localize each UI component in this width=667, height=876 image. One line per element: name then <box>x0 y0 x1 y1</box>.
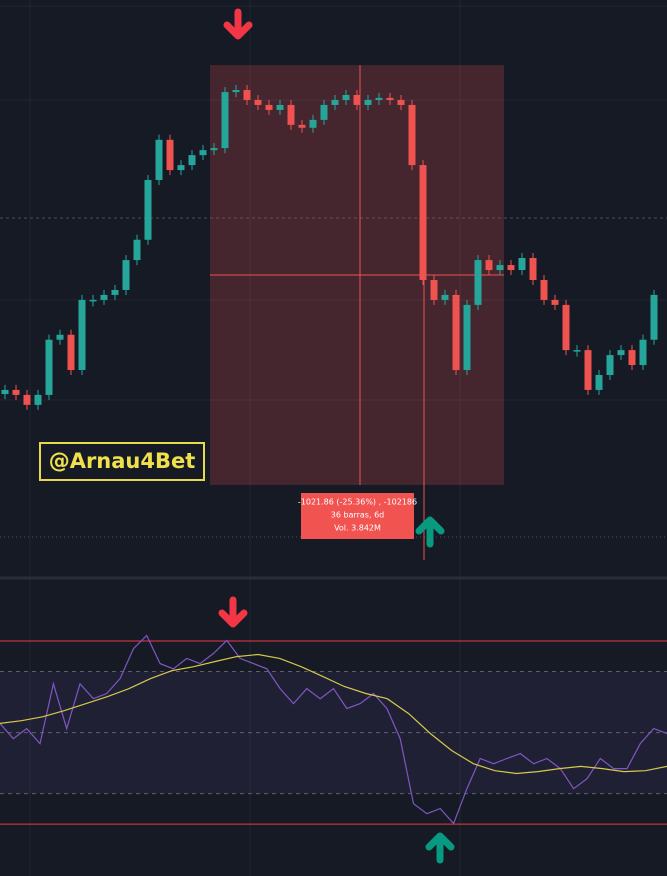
candle-body <box>551 299 559 305</box>
candle-body <box>287 104 295 125</box>
candle-body <box>639 339 647 366</box>
candle-body <box>474 260 482 305</box>
signal-arrow <box>425 832 455 864</box>
measure-label: 36 barras, 6d <box>331 511 384 520</box>
candle-body <box>199 150 207 156</box>
candle-body <box>12 389 20 395</box>
candle-body <box>232 90 240 93</box>
candle-body <box>111 289 119 295</box>
signal-arrow <box>223 8 253 40</box>
candle-body <box>23 394 31 405</box>
signal-arrow <box>415 516 445 548</box>
candle-body <box>507 265 515 271</box>
candle-body <box>364 99 372 105</box>
candle-body <box>276 104 284 110</box>
candle-body <box>177 165 185 171</box>
candle-body <box>430 280 438 300</box>
candle-body <box>386 97 394 100</box>
signal-arrow <box>218 596 248 628</box>
candle-body <box>419 165 427 280</box>
candle-body <box>243 90 251 100</box>
candle-body <box>408 104 416 166</box>
candle-body <box>397 99 405 105</box>
indicator-line <box>0 634 667 825</box>
candle-body <box>595 374 603 390</box>
candle-body <box>320 104 328 120</box>
candle-body <box>441 294 449 300</box>
candle-body <box>353 94 361 105</box>
candle-body <box>342 94 350 100</box>
candle-body <box>518 258 526 271</box>
indicator-line <box>0 653 667 775</box>
candle-body <box>133 239 141 261</box>
candle-body <box>331 99 339 105</box>
candle-body <box>562 304 570 351</box>
candle-body <box>144 180 152 240</box>
watermark-box <box>39 442 205 481</box>
candle-body <box>34 394 42 405</box>
candle-body <box>67 334 75 371</box>
candle-body <box>221 92 229 149</box>
candle-body <box>375 97 383 100</box>
candle-body <box>584 350 592 390</box>
candle-body <box>540 280 548 300</box>
candle-body <box>617 350 625 356</box>
candle-body <box>463 304 471 371</box>
candle-body <box>210 148 218 151</box>
rsi-background <box>0 671 667 794</box>
measure-label: -1021.86 (-25.36%) , -102186 <box>298 498 417 507</box>
watermark: @Arnau4Bet <box>49 449 196 473</box>
candle-body <box>78 299 86 371</box>
candle-body <box>298 124 306 128</box>
candle-body <box>122 260 130 290</box>
candle-body <box>155 139 163 181</box>
candle-body <box>606 355 614 375</box>
candle-body <box>485 260 493 271</box>
candle-body <box>650 294 658 340</box>
candle-body <box>496 265 504 271</box>
candle-body <box>309 119 317 128</box>
candle-body <box>573 350 581 352</box>
candle-body <box>529 258 537 280</box>
candle-body <box>56 334 64 340</box>
candle-body <box>89 299 97 302</box>
candle-body <box>265 104 273 110</box>
candle-body <box>45 339 53 395</box>
candle-body <box>254 99 262 105</box>
measure-label-box <box>301 493 414 539</box>
candle-body <box>166 139 174 171</box>
measure-label: Vol. 3.842M <box>334 524 381 533</box>
candle-body <box>100 294 108 300</box>
candle-body <box>452 294 460 371</box>
candle-body <box>1 389 9 395</box>
candle-body <box>188 155 196 166</box>
candle-body <box>628 350 636 366</box>
